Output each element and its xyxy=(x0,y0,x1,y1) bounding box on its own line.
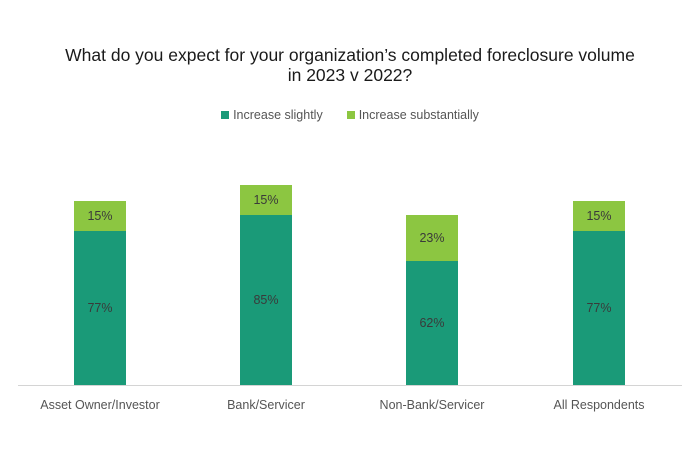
data-label-increase-substantially-asset-owner-investor: 15% xyxy=(87,209,112,223)
bar-increase-substantially-non-bank-servicer xyxy=(406,215,458,261)
chart-title-line-1: What do you expect for your organization… xyxy=(65,45,635,65)
x-tick-label-all-respondents: All Respondents xyxy=(553,398,644,412)
x-tick-label-bank-servicer: Bank/Servicer xyxy=(227,398,305,412)
legend-label-increase-slightly: Increase slightly xyxy=(233,108,323,122)
legend-swatch-increase-substantially xyxy=(346,111,355,119)
chart-title: What do you expect for your organization… xyxy=(0,45,700,85)
bar-increase-slightly-non-bank-servicer xyxy=(406,261,458,385)
legend-item-increase-substantially: Increase substantially xyxy=(346,108,479,122)
data-label-increase-slightly-non-bank-servicer: 62% xyxy=(419,316,444,330)
chart-title-line-2: in 2023 v 2022? xyxy=(287,65,413,85)
bar-increase-substantially-asset-owner-investor xyxy=(74,201,126,231)
bar-increase-substantially-bank-servicer xyxy=(240,185,292,215)
x-tick-label-non-bank-servicer: Non-Bank/Servicer xyxy=(380,398,485,412)
data-label-increase-substantially-all-respondents: 15% xyxy=(586,209,611,223)
data-label-increase-substantially-non-bank-servicer: 23% xyxy=(419,231,444,245)
legend-label-increase-substantially: Increase substantially xyxy=(358,108,479,122)
data-label-increase-slightly-bank-servicer: 85% xyxy=(253,293,278,307)
data-label-increase-substantially-bank-servicer: 15% xyxy=(253,193,278,207)
legend-item-increase-slightly: Increase slightly xyxy=(221,108,323,122)
legend-swatch-increase-slightly xyxy=(221,111,230,119)
legend: Increase slightly Increase substantially xyxy=(0,108,700,122)
bar-increase-slightly-all-respondents xyxy=(573,231,625,385)
bar-increase-substantially-all-respondents xyxy=(573,201,625,231)
data-label-increase-slightly-asset-owner-investor: 77% xyxy=(87,301,112,315)
bar-increase-slightly-bank-servicer xyxy=(240,215,292,385)
data-label-increase-slightly-all-respondents: 77% xyxy=(586,301,611,315)
x-tick-label-asset-owner-investor: Asset Owner/Investor xyxy=(40,398,160,412)
bar-increase-slightly-asset-owner-investor xyxy=(74,231,126,385)
